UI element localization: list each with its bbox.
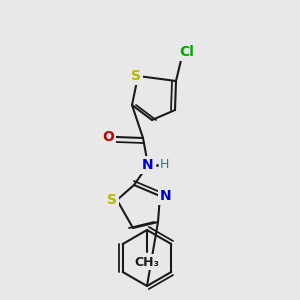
Text: Cl: Cl — [180, 45, 194, 59]
Text: S: S — [131, 69, 141, 83]
Text: N: N — [142, 158, 154, 172]
Text: S: S — [107, 193, 117, 207]
Text: N: N — [160, 189, 172, 203]
Text: CH₃: CH₃ — [134, 256, 160, 268]
Text: O: O — [102, 130, 114, 144]
Text: H: H — [159, 158, 169, 172]
